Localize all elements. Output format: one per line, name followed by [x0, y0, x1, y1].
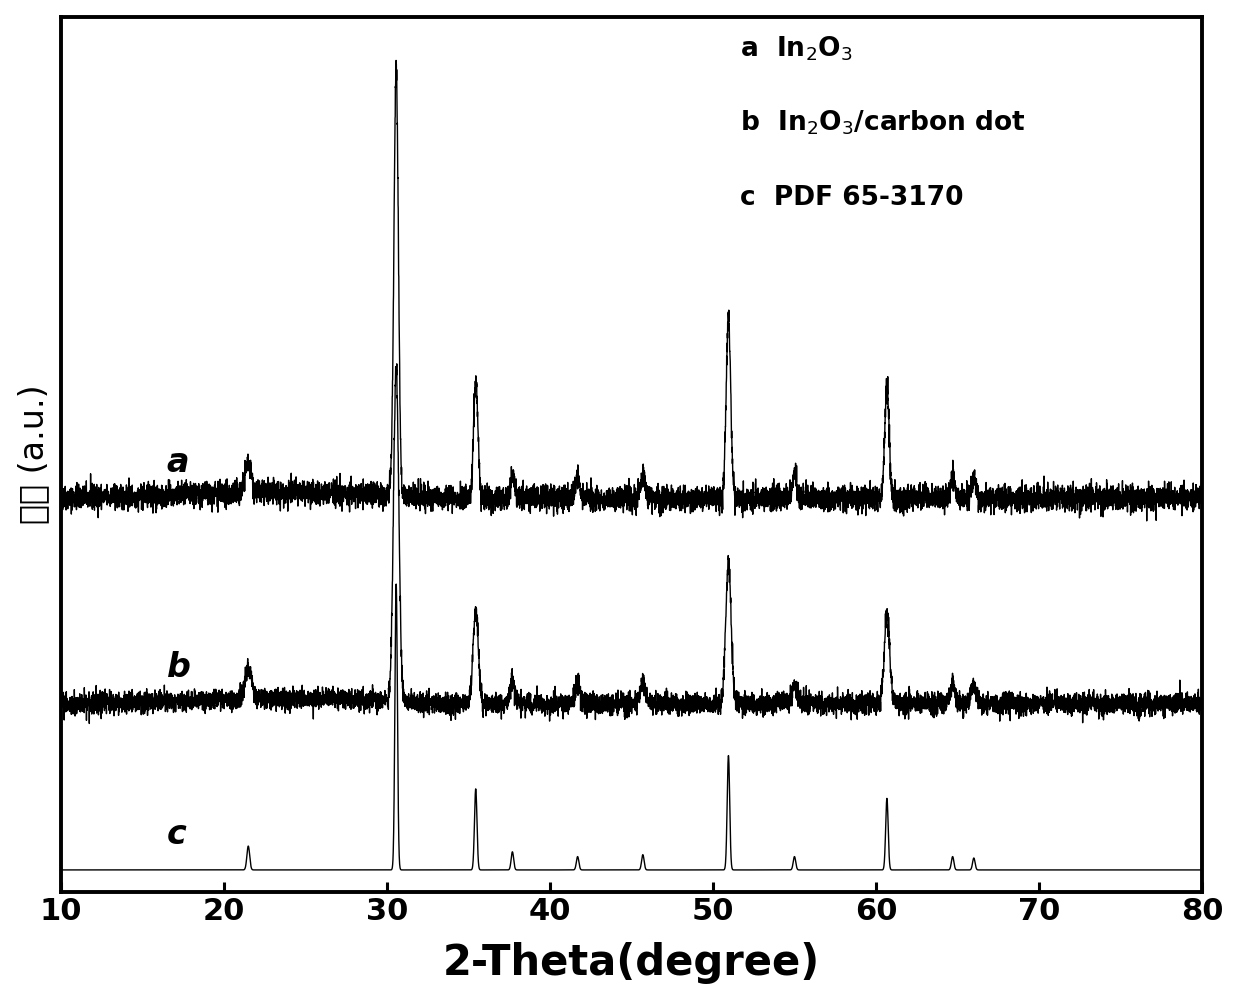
X-axis label: 2-Theta(degree): 2-Theta(degree) [443, 942, 820, 984]
Text: b  In$_2$O$_3$/carbon dot: b In$_2$O$_3$/carbon dot [740, 108, 1025, 137]
Text: b: b [166, 652, 191, 685]
Text: a  In$_2$O$_3$: a In$_2$O$_3$ [740, 34, 852, 62]
Text: c  PDF 65-3170: c PDF 65-3170 [740, 185, 963, 211]
Y-axis label: 强度 (a.u.): 强度 (a.u.) [16, 384, 50, 525]
Text: c: c [166, 818, 186, 851]
Text: a: a [166, 445, 190, 478]
